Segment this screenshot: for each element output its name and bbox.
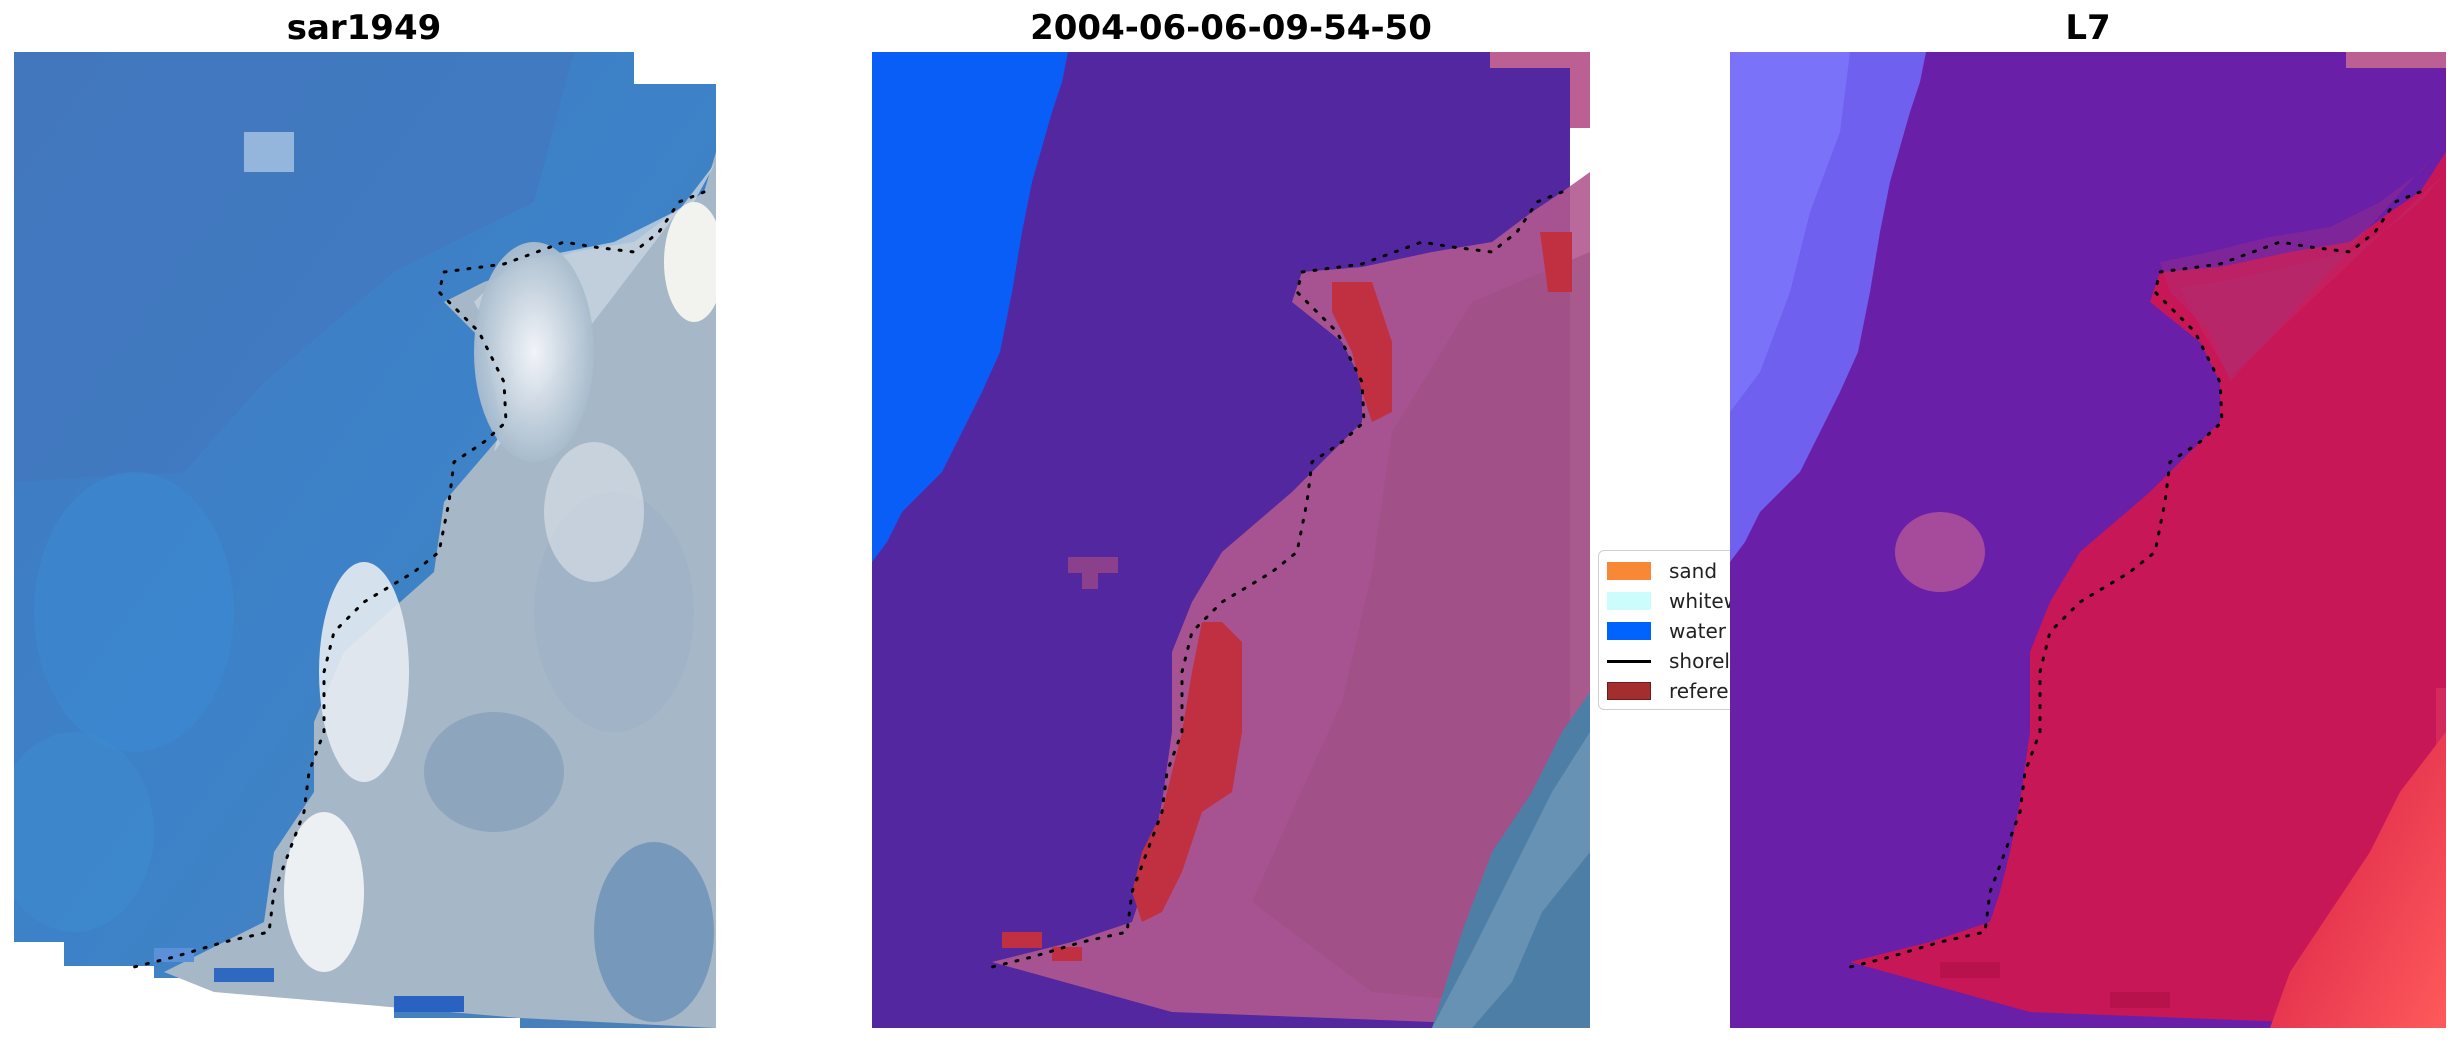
legend-label-sand: sand: [1669, 559, 1718, 583]
classification-image: [872, 52, 1590, 1028]
rgb-image-panel: [14, 52, 716, 1028]
legend-item-shoreline: shoreline: [1607, 647, 1747, 675]
panel-title-classification: 2004-06-06-09-54-50: [1030, 8, 1432, 48]
panel-title-l7: L7: [2065, 8, 2111, 48]
l7-image: [1730, 52, 2446, 1028]
legend-swatch-sand: [1607, 562, 1651, 580]
legend-label-water: water: [1669, 619, 1726, 643]
l7-shoreline: [1848, 190, 2422, 969]
legend-swatch-whitewater: [1607, 592, 1651, 610]
legend-item-reference: reference: [1607, 677, 1747, 705]
legend-item-water: water: [1607, 617, 1726, 645]
legend-item-sand: sand: [1607, 557, 1717, 585]
classification-shoreline: [990, 190, 1564, 969]
rgb-image: [14, 52, 716, 1028]
panel-title-rgb: sar1949: [286, 8, 442, 48]
reference-pixels: [1332, 282, 1392, 422]
water-pixels: [872, 52, 1068, 562]
l7-panel: [1730, 52, 2446, 1028]
legend-line-shoreline: [1607, 659, 1651, 663]
legend-swatch-water: [1607, 622, 1651, 640]
rgb-shoreline: [132, 190, 706, 969]
classification-panel: [872, 52, 1590, 1028]
l7-land: [1850, 152, 2446, 1028]
legend-swatch-reference: [1607, 682, 1651, 700]
l7-sand: [2270, 732, 2446, 1028]
